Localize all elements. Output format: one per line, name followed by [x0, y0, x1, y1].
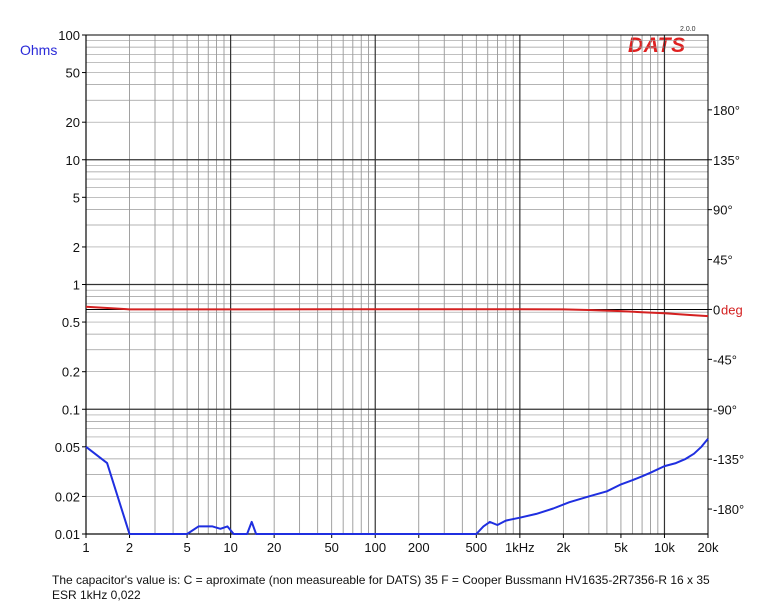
x-tick-label: 1: [82, 540, 89, 555]
phase-tick-label: -180°: [713, 502, 744, 517]
x-tick-label: 20k: [698, 540, 719, 555]
y-tick-label: 0.01: [55, 527, 80, 542]
y-axis-unit-label: Ohms: [20, 42, 58, 58]
phase-tick-label: 135°: [713, 153, 740, 168]
y-tick-label: 0.1: [62, 402, 80, 417]
y-tick-label: 0.5: [62, 315, 80, 330]
x-tick-label: 10: [223, 540, 237, 555]
y-tick-label: 5: [73, 190, 80, 205]
x-axis-ticks: 1 2 5 10 20 50 100 200 500 1kHz 2k 5k 10k 20k: [82, 534, 719, 555]
phase-axis-ticks: 180° 135° 90° 45° 0 -45° -90° -135° -180° deg: [86, 103, 744, 517]
y-axis-ticks: 100 50 20 10 5 2 1 0.5 0.2 0.1 0.05 0.02 0.01: [55, 28, 86, 542]
phase-tick-label: -90°: [713, 402, 737, 417]
phase-unit-label: deg: [721, 302, 743, 317]
phase-tick-label: 90°: [713, 203, 733, 218]
x-tick-label: 20: [267, 540, 281, 555]
phase-tick-label: -135°: [713, 452, 744, 467]
x-tick-label: 5: [183, 540, 190, 555]
x-tick-label: 1kHz: [505, 540, 535, 555]
phase-series-line: [85, 305, 709, 318]
logo-version: 2.0.0: [680, 26, 696, 33]
y-tick-label: 0.05: [55, 440, 80, 455]
y-tick-label: 0.2: [62, 365, 80, 380]
y-tick-label: 2: [73, 240, 80, 255]
y-tick-label: 10: [66, 153, 80, 168]
x-tick-label: 500: [465, 540, 487, 555]
x-tick-label: 2: [126, 540, 133, 555]
capacitor-caption: The capacitor's value is: C = aproximate…: [52, 573, 710, 602]
y-tick-label: 50: [66, 66, 80, 81]
x-tick-label: 50: [324, 540, 338, 555]
x-tick-label: 100: [364, 540, 386, 555]
x-tick-label: 5k: [614, 540, 628, 555]
x-tick-label: 10k: [654, 540, 675, 555]
y-tick-label: 100: [58, 28, 80, 43]
y-tick-label: 1: [73, 278, 80, 293]
impedance-series-line: [85, 438, 709, 535]
y-tick-label: 20: [66, 115, 80, 130]
x-tick-label: 200: [408, 540, 430, 555]
phase-tick-label: 0: [713, 302, 720, 317]
y-tick-label: 0.02: [55, 489, 80, 504]
series-layer: [85, 305, 709, 535]
x-tick-label: 2k: [557, 540, 571, 555]
phase-tick-label: 45°: [713, 253, 733, 268]
phase-tick-label: -45°: [713, 352, 737, 367]
phase-tick-label: 180°: [713, 103, 740, 118]
